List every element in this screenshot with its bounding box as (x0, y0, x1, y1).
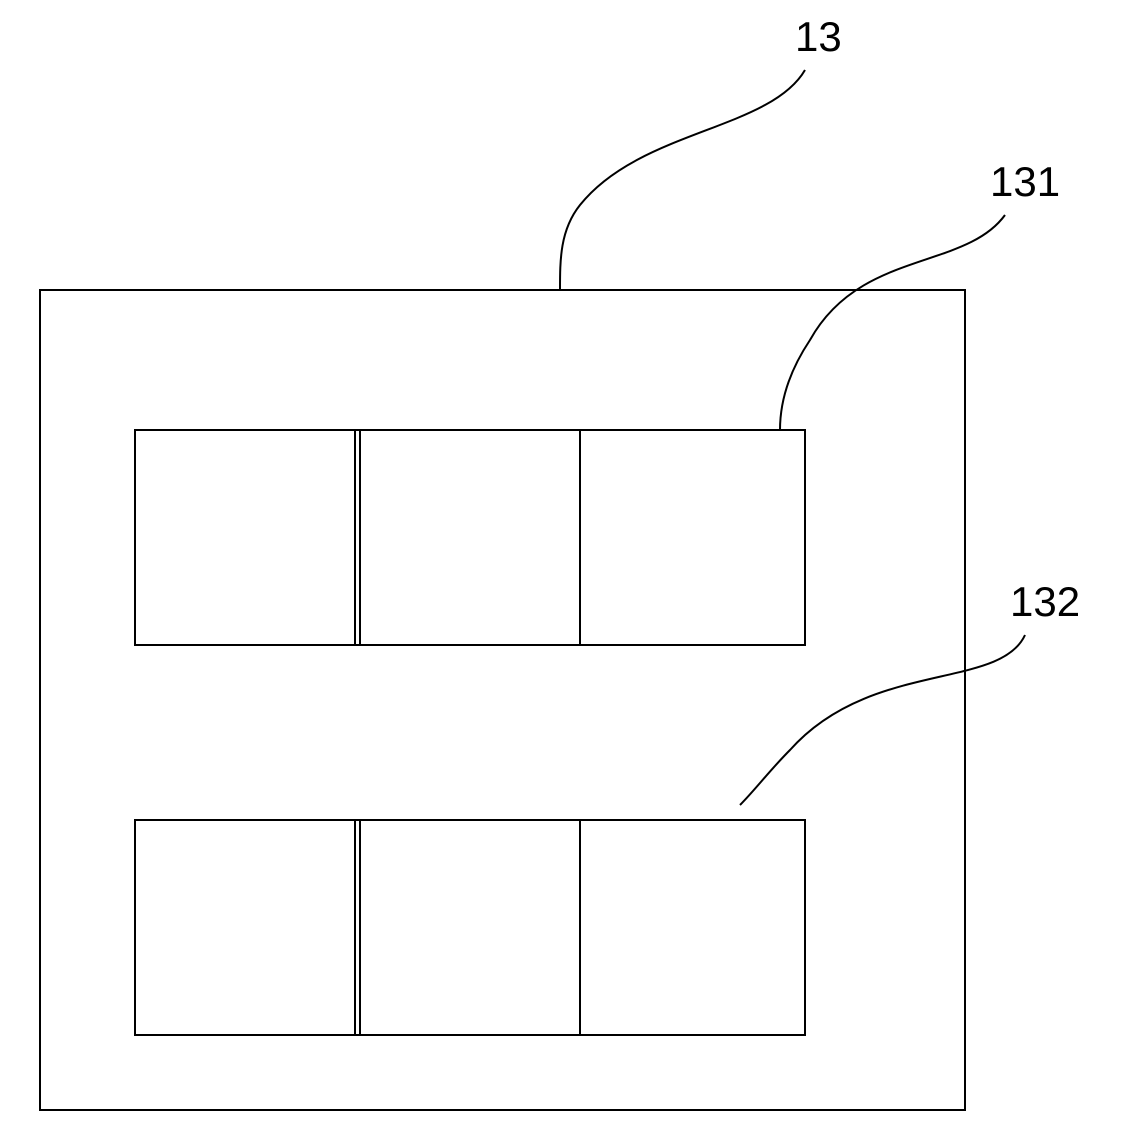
row-131-cell-2 (580, 430, 805, 645)
outer-panel (40, 290, 965, 1110)
label-131: 131 (990, 158, 1060, 205)
row-131-cell-1 (355, 430, 580, 645)
row-132 (135, 820, 805, 1035)
label-132: 132 (1010, 578, 1080, 625)
row-132-cell-1 (355, 820, 580, 1035)
row-132-cell-2 (580, 820, 805, 1035)
row-132-cell-0 (135, 820, 360, 1035)
leader-132 (740, 635, 1025, 805)
leader-131 (780, 215, 1005, 430)
row-131 (135, 430, 805, 645)
leader-13 (560, 70, 805, 290)
label-13: 13 (795, 13, 842, 60)
row-131-cell-0 (135, 430, 360, 645)
